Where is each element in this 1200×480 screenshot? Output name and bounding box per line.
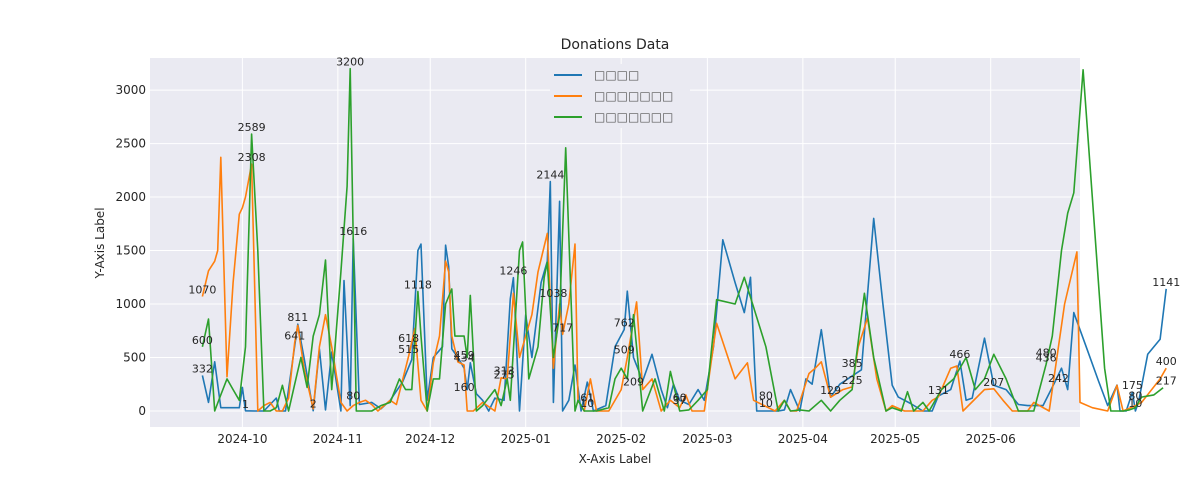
y-axis-title: Y-Axis Label bbox=[93, 207, 107, 279]
data-label: 2589 bbox=[238, 121, 266, 134]
data-label: 10 bbox=[580, 397, 594, 410]
data-label: 61 bbox=[580, 391, 594, 404]
data-label: 641 bbox=[284, 329, 305, 342]
y-tick-label: 2000 bbox=[115, 190, 146, 204]
data-label: 129 bbox=[820, 384, 841, 397]
data-label: 175 bbox=[1122, 379, 1143, 392]
data-label: 313 bbox=[494, 364, 515, 377]
x-tick-label: 2025-03 bbox=[682, 432, 732, 446]
data-label: 385 bbox=[842, 357, 863, 370]
x-tick-label: 2025-04 bbox=[778, 432, 828, 446]
x-axis-title: X-Axis Label bbox=[579, 452, 652, 466]
data-label: 1038 bbox=[539, 287, 567, 300]
data-label: 480 bbox=[1036, 347, 1057, 360]
y-tick-label: 0 bbox=[138, 404, 146, 418]
data-label: 37 bbox=[673, 394, 687, 407]
data-label: 60 bbox=[673, 392, 687, 405]
data-label: 618 bbox=[398, 332, 419, 345]
legend-label: □□□□ bbox=[594, 68, 639, 82]
chart-title: Donations Data bbox=[561, 37, 670, 53]
data-label: 436 bbox=[1036, 351, 1057, 364]
data-label: 2 bbox=[310, 398, 317, 411]
data-label: 80 bbox=[346, 389, 360, 402]
data-label: 1246 bbox=[499, 265, 527, 278]
data-label: 10 bbox=[1128, 397, 1142, 410]
data-label: 600 bbox=[192, 334, 213, 347]
data-label: 400 bbox=[1156, 355, 1177, 368]
data-label: 434 bbox=[454, 352, 475, 365]
series-line-2 bbox=[201, 156, 1167, 412]
data-label: 459 bbox=[454, 349, 475, 362]
y-tick-label: 1000 bbox=[115, 297, 146, 311]
y-tick-label: 500 bbox=[123, 350, 146, 364]
data-label: 131 bbox=[928, 384, 949, 397]
data-label: 225 bbox=[842, 374, 863, 387]
data-label: 466 bbox=[949, 348, 970, 361]
data-label: 332 bbox=[192, 362, 213, 375]
y-tick-label: 2500 bbox=[115, 137, 146, 151]
x-tick-label: 2025-02 bbox=[596, 432, 646, 446]
data-label: 80 bbox=[759, 389, 773, 402]
data-label: 10 bbox=[759, 397, 773, 410]
data-label: 1118 bbox=[404, 278, 432, 291]
x-tick-label: 2025-05 bbox=[870, 432, 920, 446]
data-label: 1 bbox=[242, 398, 249, 411]
data-label: 2308 bbox=[238, 151, 266, 164]
data-label: 242 bbox=[1048, 372, 1069, 385]
data-label: 160 bbox=[454, 381, 475, 394]
data-label: 207 bbox=[983, 376, 1004, 389]
data-label: 2144 bbox=[536, 169, 564, 182]
data-label: 762 bbox=[614, 316, 635, 329]
data-label: 80 bbox=[1128, 389, 1142, 402]
data-label: 1070 bbox=[188, 284, 216, 297]
series-line-3 bbox=[201, 67, 1164, 412]
data-label: 811 bbox=[287, 311, 308, 324]
data-label: 515 bbox=[398, 343, 419, 356]
legend-label: □□□□□□□ bbox=[594, 89, 673, 103]
series-lines bbox=[201, 67, 1167, 412]
data-label: 1616 bbox=[339, 225, 367, 238]
x-tick-label: 2025-01 bbox=[501, 432, 551, 446]
data-label: 3200 bbox=[336, 56, 364, 69]
legend: □□□□□□□□□□□□□□□□□□ bbox=[550, 64, 690, 128]
x-tick-label: 2024-10 bbox=[217, 432, 267, 446]
data-label: 275 bbox=[494, 369, 515, 382]
data-label: 209 bbox=[623, 376, 644, 389]
data-label: 509 bbox=[614, 344, 635, 357]
tick-labels: 0 500 1000 1500 2000 2500 3000 2024-10 2024-11 20… bbox=[115, 83, 1015, 446]
x-tick-label: 2024-11 bbox=[313, 432, 363, 446]
data-label: 1141 bbox=[1152, 276, 1180, 289]
data-labels: 1070 600 332 2589 2308 1 811 641 2 3200 1616 80 1118… bbox=[188, 56, 1180, 411]
y-tick-label: 3000 bbox=[115, 83, 146, 97]
y-tick-label: 1500 bbox=[115, 244, 146, 258]
x-tick-label: 2025-06 bbox=[966, 432, 1016, 446]
data-label: 717 bbox=[552, 321, 573, 334]
legend-label: □□□□□□□ bbox=[594, 110, 673, 124]
x-tick-label: 2024-12 bbox=[405, 432, 455, 446]
series-line-1 bbox=[201, 180, 1167, 412]
data-label: 217 bbox=[1156, 375, 1177, 388]
